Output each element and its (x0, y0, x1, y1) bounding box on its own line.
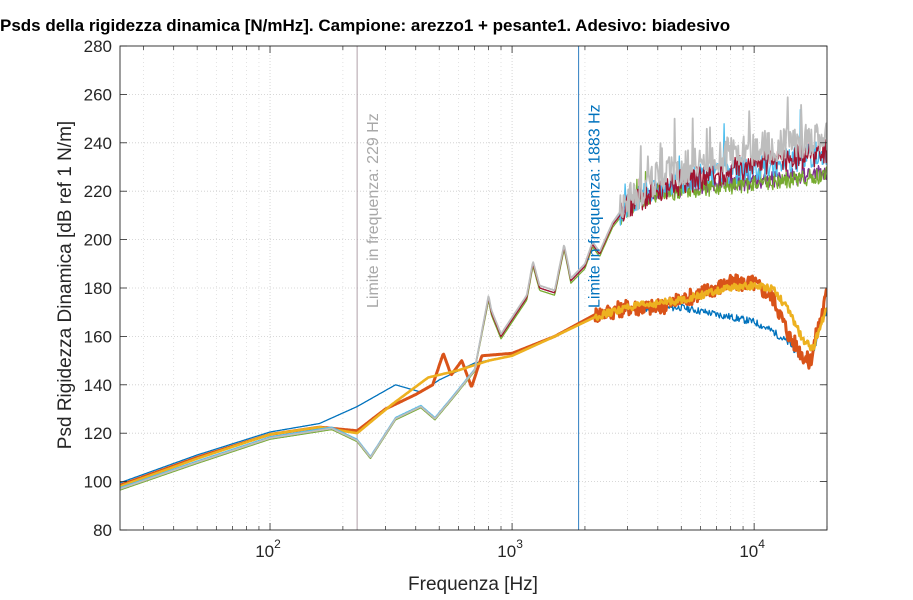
series-line (120, 303, 827, 484)
y-axis-label: Psd Rigidezza Dinamica [dB ref 1 N/m] (55, 120, 76, 450)
y-tick-label: 120 (84, 424, 112, 443)
y-tick-label: 280 (84, 37, 112, 56)
axes-box (119, 45, 828, 531)
y-tick-label: 160 (84, 327, 112, 346)
y-tick-label: 140 (84, 376, 112, 395)
frequency-limit-label: Limite in frequenza: 229 Hz (365, 113, 382, 308)
x-axis-label: Frequenza [Hz] (408, 574, 538, 595)
x-tick-label: 102 (255, 537, 281, 561)
x-tick-label: 103 (497, 537, 523, 561)
series-group (120, 96, 827, 491)
frequency-limit-label: Limite in frequenza: 1883 Hz (587, 104, 604, 308)
x-tick-label: 104 (739, 537, 765, 561)
chart-title: Psds della rigidezza dinamica [N/mHz]. C… (0, 16, 731, 35)
y-tick-label: 80 (93, 521, 112, 540)
series-line (120, 96, 827, 490)
y-tick-label: 220 (84, 182, 112, 201)
frequency-limit-markers (356, 46, 580, 530)
y-tick-label: 240 (84, 134, 112, 153)
frequency-limit-labels: Limite in frequenza: 229 Hz Limite in fre… (365, 104, 603, 308)
axes: 102 103 104 80 100 120 140 160 180 200 220 240 260 28… (84, 37, 828, 561)
series-line (120, 281, 827, 488)
y-tick-label: 260 (84, 85, 112, 104)
y-tick-label: 180 (84, 279, 112, 298)
y-tick-label: 100 (84, 473, 112, 492)
y-tick-label: 200 (84, 231, 112, 250)
